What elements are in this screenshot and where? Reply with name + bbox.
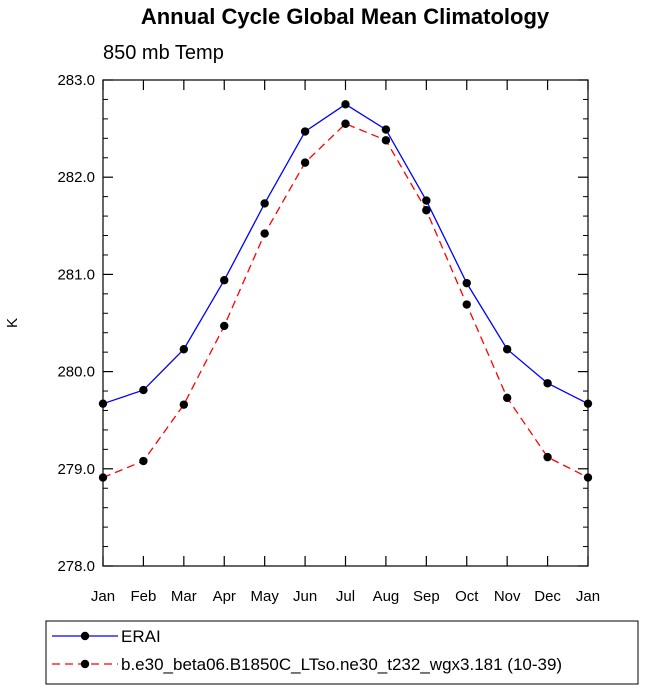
axis-ticks: 278.0 279.0 280.0 281.0 282.0 283.0 Jan Feb Mar A…: [57, 72, 600, 605]
x-tick-label: Jan: [576, 588, 600, 605]
series-1-point: [300, 158, 310, 167]
series-0-point: [381, 125, 391, 134]
series-1-point: [139, 456, 148, 466]
series-1-point: [462, 300, 471, 309]
x-tick-label: Jun: [293, 588, 317, 605]
series-1-point: [502, 393, 512, 403]
x-tick-label: Dec: [534, 588, 561, 605]
series-1-point: [220, 321, 229, 331]
x-tick-label: May: [250, 588, 279, 605]
x-tick-label: Mar: [171, 588, 197, 605]
series-line-1: [102, 122, 589, 479]
series-line-0: [102, 103, 589, 405]
x-tick-label: Jul: [336, 588, 355, 605]
chart-subtitle: 850 mb Temp: [103, 42, 224, 64]
plot-frame: [102, 79, 589, 567]
series-0-point: [422, 196, 431, 205]
series-0-point: [179, 345, 189, 354]
x-tick-label: Aug: [373, 588, 400, 605]
series-1-point: [341, 119, 350, 128]
legend: ERAI b.e30_beta06.B1850C_LTso.ne30_t232_w…: [45, 620, 639, 685]
legend-box: [45, 620, 639, 685]
series-1-point: [381, 136, 391, 145]
series-0-point: [260, 199, 269, 208]
legend-label-0: ERAI: [121, 627, 161, 646]
x-tick-label: Oct: [455, 588, 479, 605]
y-tick-label: 280.0: [57, 364, 95, 381]
legend-marker-1: [80, 659, 90, 669]
series-0-point: [220, 276, 229, 285]
data-series: [98, 100, 593, 482]
series-1-point: [260, 229, 269, 238]
y-tick-label: 282.0: [57, 169, 95, 186]
y-tick-label: 283.0: [57, 72, 95, 89]
y-tick-label: 278.0: [57, 558, 95, 575]
chart-title: Annual Cycle Global Mean Climatology: [141, 4, 550, 29]
x-tick-label: Jan: [91, 588, 115, 605]
x-tick-label: Feb: [130, 588, 156, 605]
y-tick-label: 281.0: [57, 266, 95, 283]
series-0-point: [502, 345, 512, 354]
series-1-point: [179, 400, 189, 409]
series-0-point: [462, 278, 471, 288]
x-tick-label: Sep: [413, 588, 440, 605]
series-0-point: [543, 379, 552, 388]
x-tick-label: Nov: [494, 588, 521, 605]
series-1-point: [422, 206, 431, 215]
series-0-point: [341, 100, 350, 109]
y-axis-label: K: [4, 318, 21, 328]
x-tick-label: Apr: [213, 588, 236, 605]
y-tick-label: 279.0: [57, 461, 95, 478]
legend-label-1: b.e30_beta06.B1850C_LTso.ne30_t232_wgx3.…: [121, 655, 562, 674]
series-0-point: [300, 127, 310, 136]
legend-marker-0: [80, 631, 90, 641]
series-0-point: [139, 385, 148, 395]
series-1-point: [543, 452, 552, 462]
